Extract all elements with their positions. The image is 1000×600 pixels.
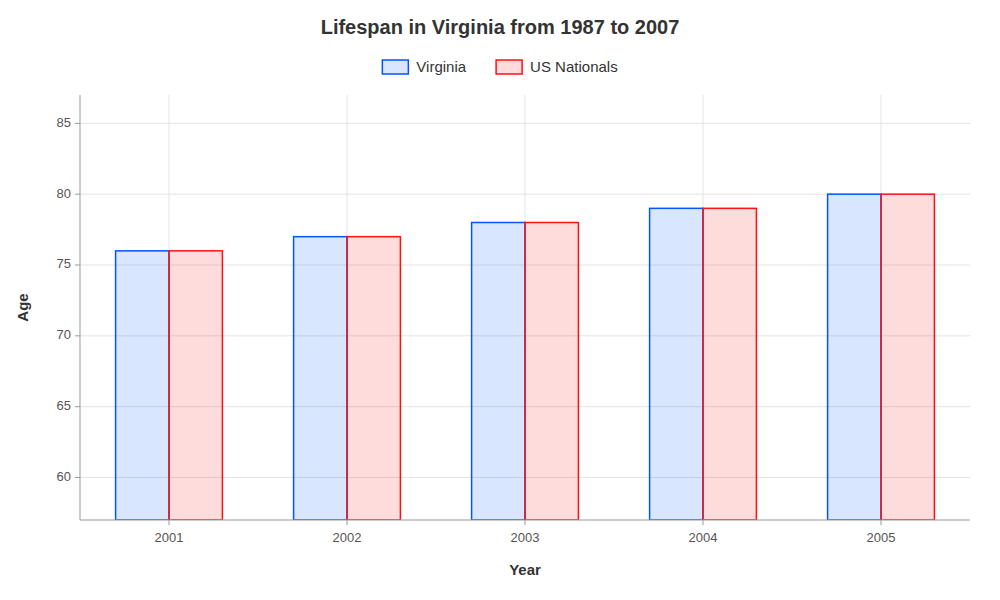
bars <box>116 194 935 520</box>
x-axis-label: Year <box>509 561 541 578</box>
y-tick-label: 70 <box>57 327 71 342</box>
x-tick-label: 2004 <box>689 530 718 545</box>
bar <box>881 194 934 520</box>
y-axis-label: Age <box>14 293 31 321</box>
y-tick-label: 80 <box>57 186 71 201</box>
y-tick <box>75 194 80 195</box>
y-tick <box>75 477 80 478</box>
legend-item: US Nationals <box>496 58 618 75</box>
y-tick-label: 65 <box>57 398 71 413</box>
chart-container: 60 65 70 75 80 85 2001 2002 2003 2004 2005 Year Age L… <box>0 0 1000 600</box>
y-tick-label: 75 <box>57 256 71 271</box>
bar <box>169 251 222 520</box>
y-tick <box>75 335 80 336</box>
chart: 60 65 70 75 80 85 2001 2002 2003 2004 2005 Year Age L… <box>0 0 1000 600</box>
x-tick <box>881 520 882 525</box>
bar <box>294 237 347 520</box>
y-tick-label: 85 <box>57 115 71 130</box>
y-tick-label: 60 <box>57 469 71 484</box>
y-tick <box>75 123 80 124</box>
legend-label: Virginia <box>416 58 466 75</box>
x-tick-label: 2003 <box>511 530 540 545</box>
x-tick <box>169 520 170 525</box>
x-tick-label: 2005 <box>867 530 896 545</box>
bar <box>703 208 756 520</box>
x-tick <box>703 520 704 525</box>
bar <box>116 251 169 520</box>
bar <box>650 208 703 520</box>
legend-item: Virginia <box>382 58 466 75</box>
legend: Virginia US Nationals <box>382 58 617 75</box>
bar <box>347 237 400 520</box>
y-tick <box>75 406 80 407</box>
bar <box>828 194 881 520</box>
bar <box>472 223 525 521</box>
axes: 60 65 70 75 80 85 2001 2002 2003 2004 2005 <box>57 95 970 545</box>
title: Lifespan in Virginia from 1987 to 2007 <box>321 16 680 38</box>
y-axis-line <box>80 95 81 520</box>
y-tick <box>75 265 80 266</box>
legend-swatch <box>382 60 408 74</box>
legend-swatch <box>496 60 522 74</box>
x-tick-label: 2002 <box>333 530 362 545</box>
x-tick <box>347 520 348 525</box>
legend-label: US Nationals <box>530 58 618 75</box>
x-tick-label: 2001 <box>155 530 184 545</box>
bar <box>525 223 578 521</box>
x-tick <box>525 520 526 525</box>
grid <box>80 95 970 520</box>
